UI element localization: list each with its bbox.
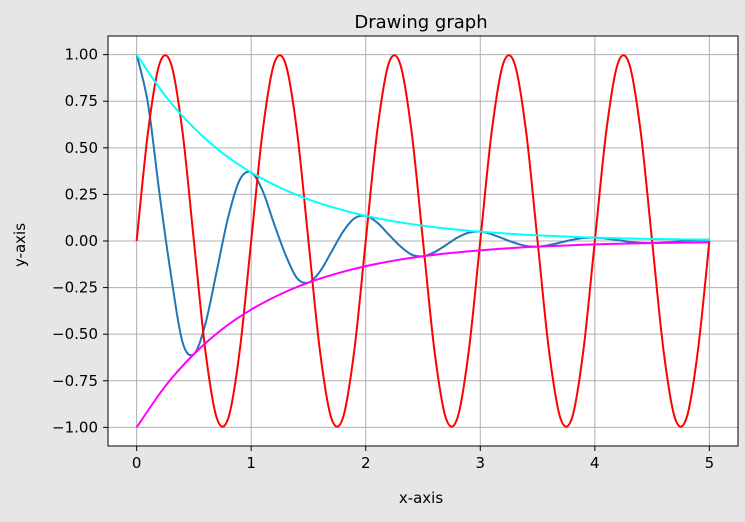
series-upper-envelope-line [135, 54, 710, 241]
y-tick-label: 1.00 [65, 46, 98, 64]
x-axis-label: x-axis [399, 489, 444, 507]
y-tick-label: 0.25 [65, 185, 98, 203]
series-lower-envelope-line [135, 241, 710, 428]
x-tick-label: 4 [590, 454, 600, 472]
series-lines [135, 54, 711, 428]
y-tick-label: 0.50 [65, 139, 98, 157]
x-tick-label: 1 [246, 454, 256, 472]
ticks: 0 1 2 3 4 5 1.00 0.75 0.50 0.25 0.00 −0.25 −0.50 −0.7… [52, 46, 714, 472]
x-tick-label: 3 [475, 454, 485, 472]
y-tick-label: 0.75 [65, 92, 98, 110]
y-tick-label: −0.50 [52, 325, 98, 343]
x-tick-label: 2 [361, 454, 371, 472]
x-tick-label: 0 [132, 454, 142, 472]
series-sine-line [135, 54, 711, 428]
y-axis-label: y-axis [11, 223, 29, 267]
y-tick-label: −0.25 [52, 279, 98, 297]
y-tick-label: −0.75 [52, 372, 98, 390]
y-tick-label: 0.00 [65, 232, 98, 250]
y-tick-label: −1.00 [52, 418, 98, 436]
chart-title: Drawing graph [354, 12, 487, 33]
x-tick-label: 5 [705, 454, 715, 472]
